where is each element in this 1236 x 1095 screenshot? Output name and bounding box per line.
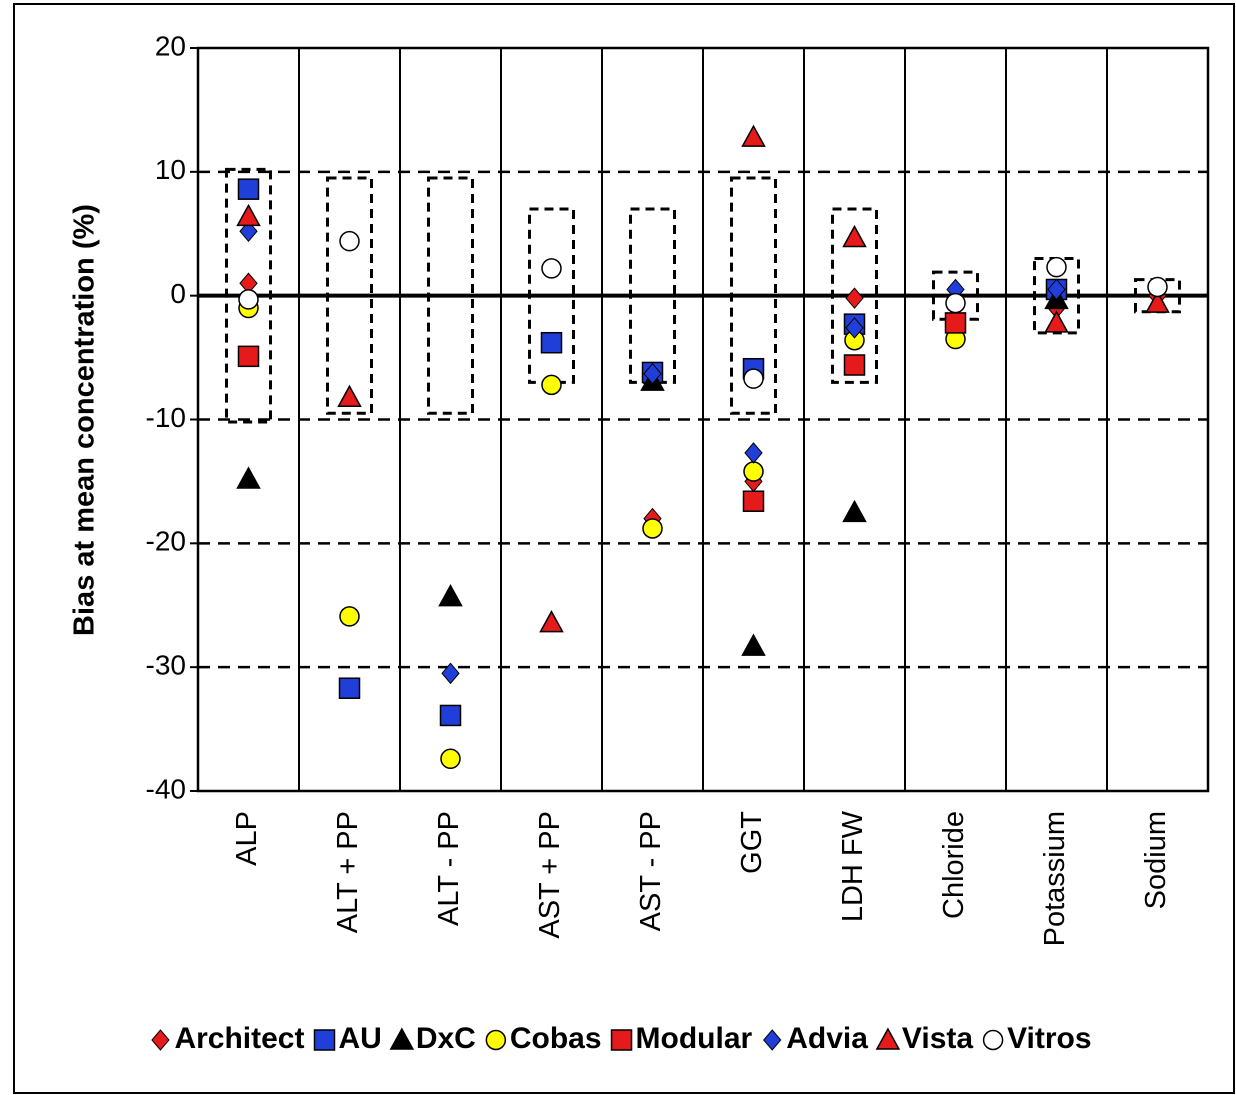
legend-marker (875, 1027, 901, 1050)
y-tick-label: -20 (146, 526, 186, 557)
legend-marker (610, 1029, 633, 1051)
legend-label: Vista (902, 1022, 973, 1055)
y-tick-label: 10 (155, 154, 186, 185)
y-tick-label: 0 (170, 278, 186, 309)
data-point (239, 220, 258, 243)
limit-box (831, 207, 878, 384)
x-tick-label: LDH FW (837, 810, 869, 922)
legend-label: Advia (786, 1022, 868, 1055)
data-point (540, 331, 563, 354)
data-point (945, 292, 966, 314)
x-tick-label: GGT (736, 811, 768, 874)
data-point (845, 287, 864, 309)
data-point (842, 224, 867, 248)
data-point (842, 499, 867, 523)
data-point (237, 345, 260, 368)
y-tick-label: 20 (155, 30, 186, 61)
data-point (743, 461, 764, 482)
data-point (440, 748, 461, 770)
data-point (541, 374, 562, 396)
data-point (236, 203, 261, 227)
y-tick-label: -30 (146, 650, 186, 681)
data-point (843, 354, 866, 376)
data-point (339, 230, 360, 252)
data-point (741, 124, 766, 147)
data-point (338, 677, 361, 699)
data-point (743, 368, 764, 389)
legend-marker (485, 1029, 507, 1051)
legend-label: Modular (636, 1022, 753, 1055)
legend-marker (313, 1029, 336, 1051)
legend-label: Cobas (510, 1022, 602, 1055)
data-point (238, 289, 259, 310)
data-point (741, 633, 766, 656)
legend-label: Architect (174, 1022, 304, 1055)
x-tick-label: Chloride (938, 811, 970, 919)
data-point (1145, 290, 1170, 313)
legend-marker (151, 1029, 170, 1051)
data-point (1047, 278, 1066, 301)
limit-box (730, 176, 777, 415)
data-point (339, 606, 360, 627)
limit-box (629, 207, 676, 384)
data-point (438, 584, 463, 607)
data-point (541, 258, 562, 279)
data-point (845, 317, 864, 339)
x-tick-label: AST - PP (635, 811, 667, 931)
data-point (441, 662, 460, 685)
limit-box (427, 176, 474, 415)
legend-marker (763, 1029, 782, 1051)
x-tick-label: Sodium (1140, 811, 1172, 909)
data-point (1147, 276, 1168, 298)
plot-frame (196, 46, 1210, 793)
limit-box (326, 176, 373, 415)
y-axis-label: Bias at mean concentration (%) (69, 204, 101, 636)
x-tick-label: ALT + PP (332, 811, 364, 933)
x-tick-label: ALT - PP (433, 811, 465, 926)
data-point (642, 518, 663, 539)
data-point (944, 312, 967, 334)
legend: Architect AU DxC Cobas Modular Advia Vista Vitr… (151, 1022, 1092, 1055)
y-tick-label: -10 (146, 402, 186, 433)
legend-label: AU (338, 1022, 381, 1055)
legend-label: DxC (416, 1022, 476, 1055)
data-point (337, 384, 362, 407)
data-point (744, 442, 763, 464)
x-tick-label: AST + PP (534, 811, 566, 939)
data-point (439, 704, 462, 727)
limit-box (225, 167, 272, 424)
chart-border (13, 3, 1235, 1094)
legend-marker (982, 1029, 1004, 1051)
x-tick-label: ALP (231, 811, 263, 866)
y-tick-label: -40 (146, 773, 186, 804)
data-point (742, 490, 765, 512)
data-point (237, 178, 260, 200)
data-point (236, 466, 261, 489)
legend-marker (389, 1027, 415, 1050)
x-tick-label: Potassium (1039, 811, 1071, 946)
data-point (643, 362, 662, 385)
legend-label: Vitros (1007, 1022, 1091, 1055)
data-point (539, 610, 564, 633)
data-point (1046, 256, 1067, 278)
limit-box (528, 207, 575, 384)
data-point (1044, 310, 1069, 333)
